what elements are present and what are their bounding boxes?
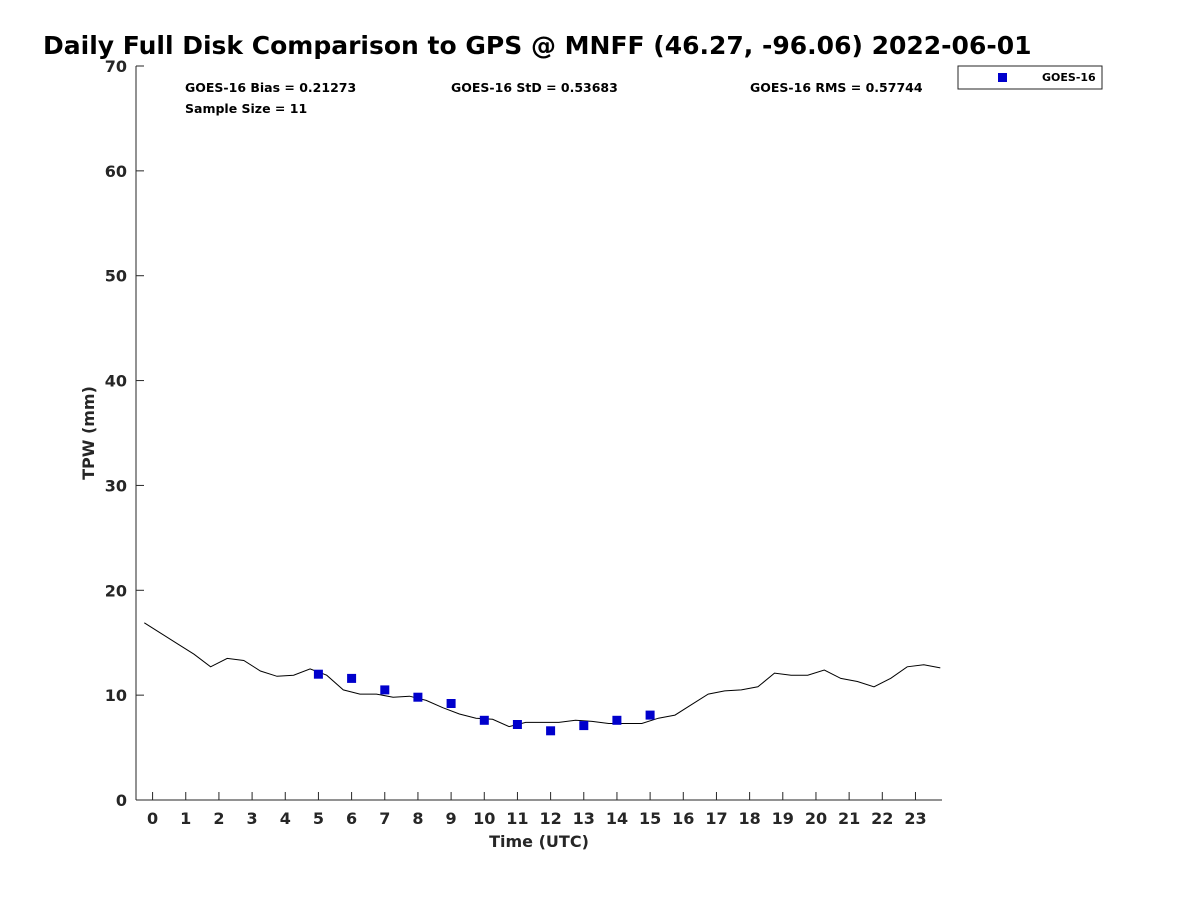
legend-box	[957, 65, 1103, 90]
x-tick-label: 12	[539, 809, 561, 828]
x-tick-label: 22	[871, 809, 893, 828]
goes16-point	[446, 699, 456, 708]
y-tick-label: 0	[116, 791, 127, 810]
x-tick-label: 21	[838, 809, 860, 828]
y-tick-label: 50	[105, 267, 127, 286]
x-tick-label: 2	[213, 809, 224, 828]
goes16-point	[612, 715, 622, 725]
y-tick-label: 40	[105, 372, 127, 391]
x-tick-label: 6	[346, 809, 357, 828]
chart-title: Daily Full Disk Comparison to GPS @ MNFF…	[43, 31, 1032, 60]
y-tick-label: 10	[105, 686, 127, 705]
y-tick-label: 20	[105, 581, 127, 600]
x-tick-label: 18	[738, 809, 760, 828]
goes16-point	[512, 720, 522, 729]
legend-marker-goes16	[998, 73, 1007, 82]
legend: GOES-16	[957, 65, 1103, 90]
stat-sample-size: Sample Size = 11	[185, 101, 307, 116]
goes16-scatter-series	[313, 669, 655, 736]
x-tick-label: 4	[280, 809, 291, 828]
x-tick-label: 14	[606, 809, 628, 828]
y-tick-label: 60	[105, 162, 127, 181]
x-tick-label: 3	[247, 809, 258, 828]
x-tick-label: 20	[805, 809, 827, 828]
x-tick-label: 0	[147, 809, 158, 828]
gps-line-series	[144, 622, 941, 728]
stat-std: GOES-16 StD = 0.53683	[451, 80, 618, 95]
x-tick-label: 1	[180, 809, 191, 828]
stat-bias: GOES-16 Bias = 0.21273	[185, 80, 356, 95]
x-axis-label: Time (UTC)	[489, 832, 589, 851]
x-tick-label: 17	[705, 809, 727, 828]
x-tick-label: 11	[506, 809, 528, 828]
x-ticks: 0 1 2 3 4 5 6 7 8 9 10 11 12 13 14 15 16 17 18 19 20 21 22 23	[147, 792, 927, 828]
goes16-point	[313, 669, 323, 679]
gps-line	[144, 622, 941, 728]
x-tick-label: 16	[672, 809, 694, 828]
stat-rms: GOES-16 RMS = 0.57744	[750, 80, 923, 95]
x-tick-label: 19	[772, 809, 794, 828]
goes16-point	[479, 715, 489, 725]
goes16-point	[645, 710, 655, 720]
x-tick-label: 7	[379, 809, 390, 828]
x-tick-label: 5	[313, 809, 324, 828]
goes16-point	[546, 726, 556, 736]
x-tick-label: 10	[473, 809, 495, 828]
goes16-point	[413, 692, 423, 702]
x-tick-label: 9	[446, 809, 457, 828]
x-tick-label: 13	[573, 809, 595, 828]
y-tick-label: 70	[105, 57, 127, 76]
plot-axes	[135, 66, 942, 801]
x-tick-label: 15	[639, 809, 661, 828]
stats-annotations: GOES-16 Bias = 0.21273 GOES-16 StD = 0.5…	[185, 80, 923, 116]
goes16-point	[380, 685, 390, 695]
legend-label-goes16: GOES-16	[1042, 71, 1096, 84]
y-axis-label: TPW (mm)	[79, 386, 98, 480]
y-ticks: 0 10 20 30 40 50 60 70	[105, 57, 144, 810]
goes16-point	[347, 673, 357, 683]
y-tick-label: 30	[105, 476, 127, 495]
x-tick-label: 23	[904, 809, 926, 828]
goes16-point	[579, 721, 589, 731]
x-tick-label: 8	[412, 809, 423, 828]
